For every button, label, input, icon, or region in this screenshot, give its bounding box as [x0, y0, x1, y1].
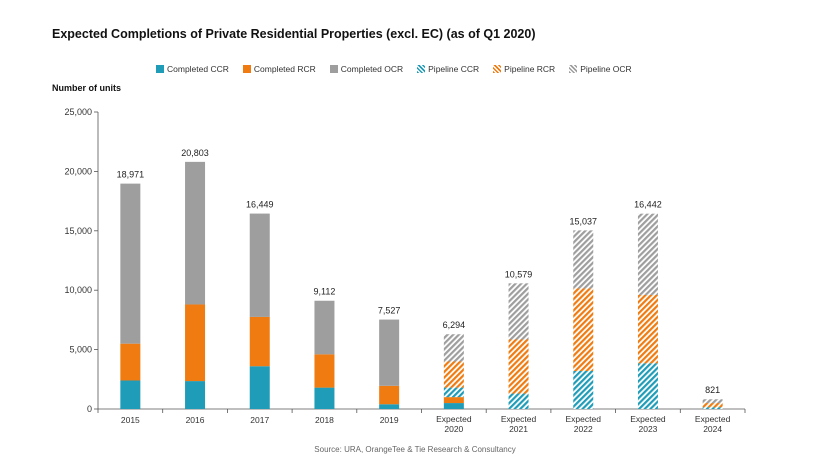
x-tick-label: 2018: [315, 415, 334, 425]
bar-segment-completed-ccr: [314, 387, 335, 409]
legend-item: Pipeline RCR: [493, 64, 555, 74]
legend-swatch: [329, 65, 338, 73]
legend-item: Pipeline OCR: [569, 64, 632, 74]
legend-item: Completed CCR: [156, 64, 229, 74]
bar-segment-completed-rcr: [314, 354, 335, 388]
bar-total-label: 7,527: [378, 306, 401, 316]
bar-segment-completed-ocr: [379, 319, 400, 386]
bar-segment-pipeline-ccr: [637, 363, 658, 409]
y-axis-label: Number of units: [52, 83, 121, 93]
x-tick-label: 2017: [250, 415, 269, 425]
x-tick-label: 2024: [703, 424, 722, 434]
x-tick-label: Expected: [630, 414, 666, 424]
bar-segment-completed-rcr: [379, 385, 400, 405]
legend-label: Completed OCR: [340, 64, 404, 74]
y-tick-label: 20,000: [64, 166, 92, 176]
x-tick-label: 2021: [509, 424, 528, 434]
bar-segment-pipeline-rcr: [573, 288, 594, 371]
legend-item: Pipeline CCR: [417, 64, 479, 74]
y-tick-label: 15,000: [64, 226, 92, 236]
legend-item: Completed OCR: [329, 64, 404, 74]
bar-total-label: 10,579: [505, 269, 533, 279]
legend-label: Pipeline CCR: [428, 64, 480, 74]
bar-segment-completed-ocr: [314, 300, 335, 355]
x-tick-label: Expected: [695, 414, 731, 424]
bar-total-label: 821: [705, 385, 720, 395]
bar-segment-pipeline-rcr: [702, 403, 723, 408]
bar-segment-pipeline-rcr: [637, 294, 658, 364]
bar-total-label: 16,442: [634, 200, 662, 210]
bar-segment-completed-ccr: [249, 366, 270, 409]
bar-segment-completed-rcr: [249, 316, 270, 367]
bar-segment-pipeline-ocr: [702, 399, 723, 404]
legend: Completed CCR Completed RCR Completed OCR P…: [156, 64, 632, 74]
y-tick-label: 25,000: [64, 107, 92, 117]
bar-segment-pipeline-ocr: [573, 230, 594, 289]
bar-segment-pipeline-ccr: [702, 407, 723, 409]
source-note: Source: URA, OrangeTee & Tie Research & …: [314, 445, 516, 454]
bar-segment-pipeline-ocr: [637, 213, 658, 295]
legend-swatch: [156, 65, 164, 73]
bar-total-label: 9,112: [314, 287, 336, 297]
x-tick-label: Expected: [436, 414, 472, 424]
bar-segment-pipeline-ccr: [508, 393, 529, 409]
bar-segment-pipeline-ccr: [443, 387, 464, 398]
x-tick-label: 2023: [638, 424, 657, 434]
bar-total-label: 15,037: [569, 216, 597, 226]
bar-segment-completed-ocr: [185, 161, 206, 305]
legend-swatch: [569, 65, 578, 73]
bar-segment-completed-ocr: [120, 183, 141, 344]
bar-segment-pipeline-rcr: [443, 361, 464, 388]
y-tick-label: 10,000: [64, 285, 92, 295]
bar-segment-completed-ccr: [443, 403, 464, 409]
x-tick-label: Expected: [566, 414, 602, 424]
legend-label: Pipeline RCR: [504, 64, 556, 74]
bar-total-label: 18,971: [117, 170, 145, 180]
x-tick-label: Expected: [501, 414, 537, 424]
bar-segment-completed-rcr: [120, 343, 141, 381]
bar-total-label: 20,803: [181, 148, 209, 158]
bar-segment-pipeline-ocr: [508, 283, 529, 340]
legend-label: Completed RCR: [253, 64, 316, 74]
legend-label: Pipeline OCR: [580, 64, 632, 74]
legend-swatch: [242, 65, 251, 73]
bar-total-label: 6,294: [443, 320, 466, 330]
x-tick-label: 2020: [444, 424, 463, 434]
bar-segment-completed-ccr: [185, 381, 206, 409]
bar-segment-completed-ccr: [120, 380, 141, 409]
bar-segment-pipeline-rcr: [508, 339, 529, 394]
bar-segment-pipeline-ocr: [443, 334, 464, 362]
chart-title: Expected Completions of Private Resident…: [52, 27, 536, 41]
bar-segment-completed-rcr: [443, 397, 464, 404]
x-tick-label: 2016: [186, 415, 205, 425]
y-tick-label: 0: [87, 404, 92, 414]
legend-swatch: [493, 65, 502, 73]
bar-segment-completed-ocr: [249, 213, 270, 317]
bar-segment-completed-rcr: [185, 304, 206, 382]
bar-total-label: 16,449: [246, 200, 274, 210]
legend-item: Completed RCR: [242, 64, 316, 74]
bar-segment-completed-ccr: [379, 404, 400, 409]
x-tick-label: 2015: [121, 415, 140, 425]
x-tick-label: 2022: [574, 424, 593, 434]
y-tick-label: 5,000: [69, 345, 92, 355]
legend-swatch: [417, 65, 426, 73]
bar-segment-pipeline-ccr: [573, 370, 594, 409]
legend-label: Completed CCR: [167, 64, 229, 74]
x-tick-label: 2019: [380, 415, 399, 425]
